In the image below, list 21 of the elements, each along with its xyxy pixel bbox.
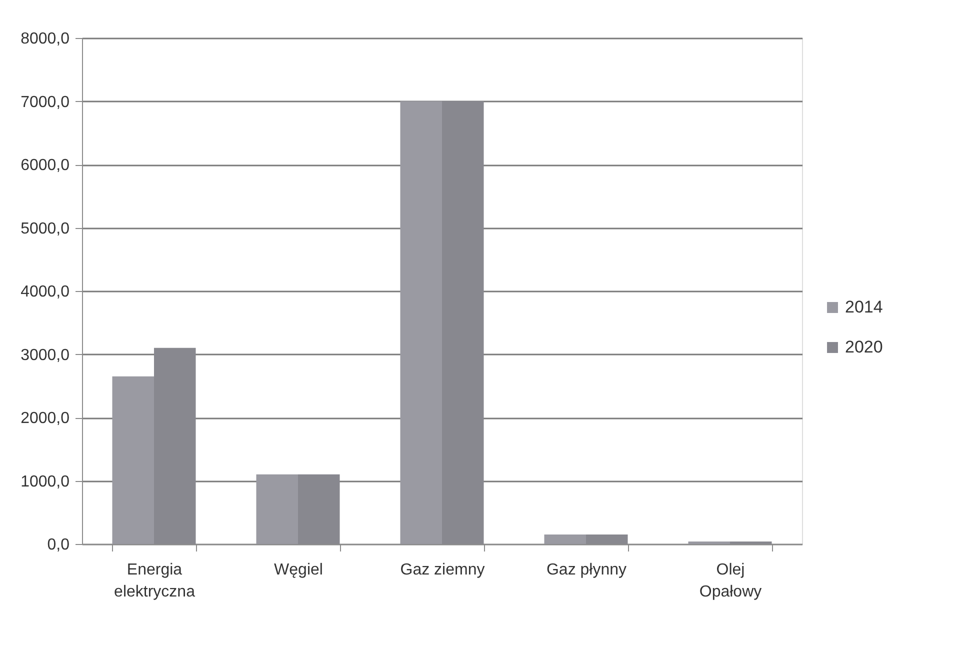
x-tick-label: Węgiel (274, 562, 323, 578)
legend-label: 2014 (845, 298, 883, 316)
x-tick-label: Gaz ziemny (400, 562, 485, 578)
bar (256, 474, 298, 544)
bar (544, 534, 586, 544)
legend-label: 2020 (845, 338, 883, 356)
y-tick-label: 5000,0 (20, 220, 70, 238)
y-tick-label: 1000,0 (20, 473, 70, 490)
x-tick-label: Gaz płynny (546, 562, 627, 578)
y-tick-label: 0,0 (47, 536, 70, 554)
x-tick-label: Energia elektryczna (114, 562, 196, 600)
bar (400, 101, 442, 544)
y-tick-label: 7000,0 (20, 94, 70, 111)
y-tick-label: 2000,0 (20, 410, 70, 427)
x-tick-label: Olej Opałowy (699, 562, 762, 600)
y-tick-label: 6000,0 (20, 157, 70, 174)
y-tick-label: 4000,0 (20, 284, 70, 300)
y-tick-label: 8000,0 (20, 30, 70, 48)
y-tick-label: 3000,0 (20, 346, 70, 364)
bar (688, 541, 730, 544)
bar (112, 376, 154, 544)
